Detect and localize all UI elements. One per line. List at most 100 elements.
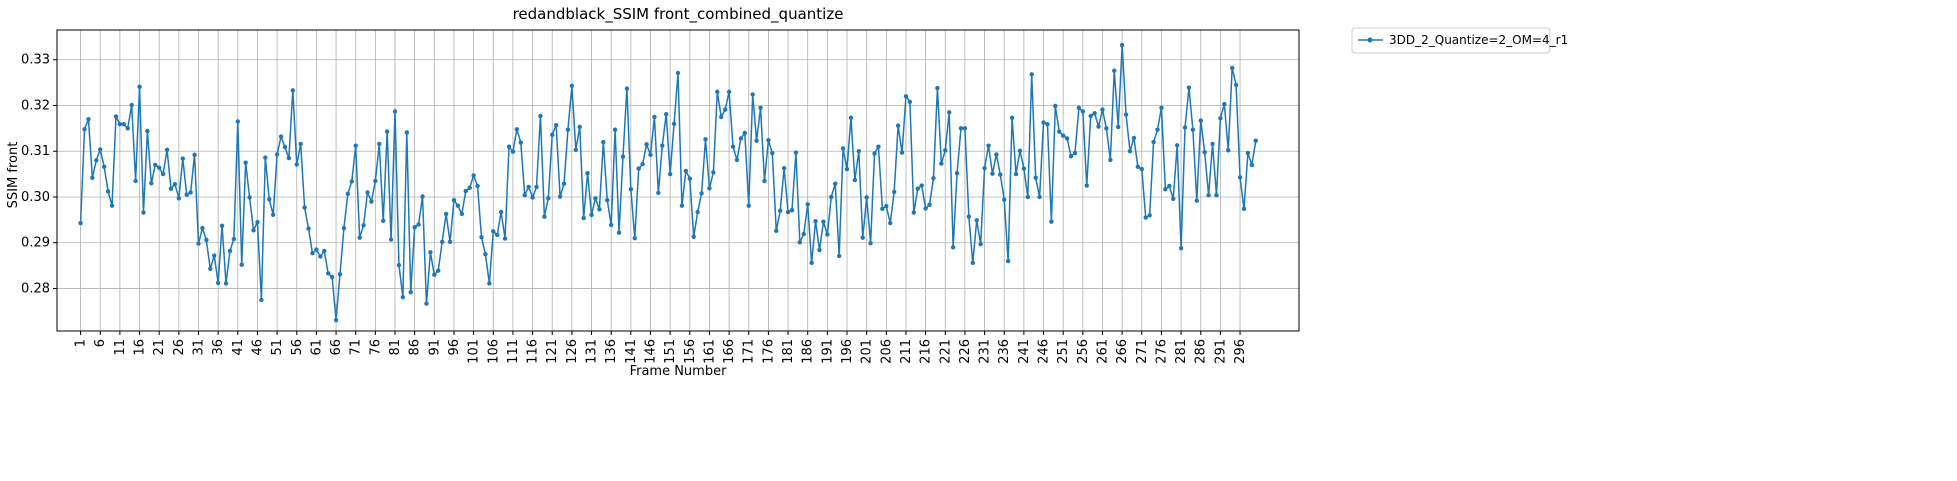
data-point xyxy=(577,124,582,130)
data-point xyxy=(1143,215,1148,220)
data-point xyxy=(255,219,260,225)
data-point xyxy=(129,102,134,108)
data-point xyxy=(188,190,193,195)
data-point xyxy=(557,194,563,199)
data-point xyxy=(1174,143,1180,148)
y-tick-label: 0.30 xyxy=(21,190,50,205)
legend: 3DD_2_Quantize=2_OM=4_r1 xyxy=(1351,27,1568,54)
data-point xyxy=(648,152,653,158)
data-point xyxy=(196,241,201,246)
data-point xyxy=(353,143,358,148)
data-point xyxy=(1013,171,1019,177)
data-point xyxy=(487,281,492,286)
data-point xyxy=(322,248,327,254)
data-point xyxy=(1088,113,1093,119)
data-point xyxy=(860,235,865,240)
data-point xyxy=(82,127,87,132)
data-point xyxy=(1178,246,1184,251)
x-tick-label: 291 xyxy=(1213,339,1228,364)
x-tick-label: 51 xyxy=(270,339,285,356)
data-point xyxy=(550,132,555,137)
data-point xyxy=(1057,129,1062,134)
data-point xyxy=(1045,122,1050,127)
x-tick-label: 111 xyxy=(506,339,521,364)
data-point xyxy=(1033,175,1038,180)
data-point xyxy=(278,134,284,139)
data-point xyxy=(891,189,897,195)
data-point xyxy=(569,83,575,89)
x-tick-label: 161 xyxy=(702,339,717,364)
legend-swatch-marker xyxy=(1367,37,1373,43)
x-tick-label: 86 xyxy=(408,339,423,356)
data-point xyxy=(121,122,127,127)
data-point xyxy=(306,226,311,231)
data-point xyxy=(231,236,237,242)
x-tick-label: 141 xyxy=(624,339,639,364)
data-point xyxy=(872,151,877,156)
data-point xyxy=(149,181,154,186)
data-point xyxy=(94,158,99,163)
data-point xyxy=(758,105,763,110)
data-point xyxy=(990,171,995,176)
data-point xyxy=(876,144,881,149)
data-point xyxy=(1041,120,1046,125)
data-point xyxy=(109,203,115,208)
data-point xyxy=(1049,219,1054,224)
data-point xyxy=(671,121,677,126)
data-point xyxy=(947,110,952,115)
data-point xyxy=(105,189,111,194)
data-point xyxy=(1229,65,1235,71)
data-point xyxy=(719,114,724,120)
data-point xyxy=(78,220,83,226)
data-point xyxy=(1171,196,1176,201)
data-point xyxy=(428,250,433,255)
data-point xyxy=(1222,101,1227,107)
plot-frame xyxy=(56,29,1300,332)
data-point xyxy=(793,150,799,155)
data-point xyxy=(852,177,858,183)
data-point xyxy=(734,157,740,163)
data-point xyxy=(412,224,417,230)
data-point xyxy=(962,126,968,131)
x-axis-label: Frame Number xyxy=(630,364,728,379)
data-point xyxy=(479,235,484,240)
data-point xyxy=(703,137,708,142)
data-point xyxy=(538,113,543,119)
data-point xyxy=(1226,148,1231,153)
data-point xyxy=(200,225,205,231)
x-tick-label: 266 xyxy=(1115,339,1130,364)
data-point xyxy=(844,166,850,172)
data-point xyxy=(1147,213,1152,218)
data-point xyxy=(605,197,610,203)
data-point xyxy=(667,171,673,177)
x-tick-label: 176 xyxy=(761,339,776,364)
data-point xyxy=(172,181,178,187)
x-tick-label: 206 xyxy=(879,339,894,364)
data-point xyxy=(86,117,91,122)
data-point xyxy=(290,88,296,93)
data-point xyxy=(1021,166,1027,171)
data-point xyxy=(1210,141,1215,147)
data-point xyxy=(518,140,523,145)
data-point xyxy=(432,272,437,277)
data-point xyxy=(546,196,551,201)
x-tick-label: 276 xyxy=(1154,339,1169,364)
data-point xyxy=(326,271,331,276)
data-point xyxy=(502,236,508,241)
data-point xyxy=(443,211,449,217)
data-point xyxy=(365,190,370,195)
data-point xyxy=(160,171,166,177)
data-point xyxy=(90,175,95,180)
data-point xyxy=(239,262,244,267)
data-point xyxy=(1198,118,1203,123)
data-point xyxy=(420,194,425,199)
data-point xyxy=(286,155,292,161)
data-point xyxy=(986,143,991,148)
data-point xyxy=(821,219,826,224)
data-point xyxy=(408,289,413,295)
data-point xyxy=(943,148,948,153)
x-tick-label: 126 xyxy=(565,339,580,364)
data-point xyxy=(1025,194,1031,200)
data-point xyxy=(243,160,248,165)
